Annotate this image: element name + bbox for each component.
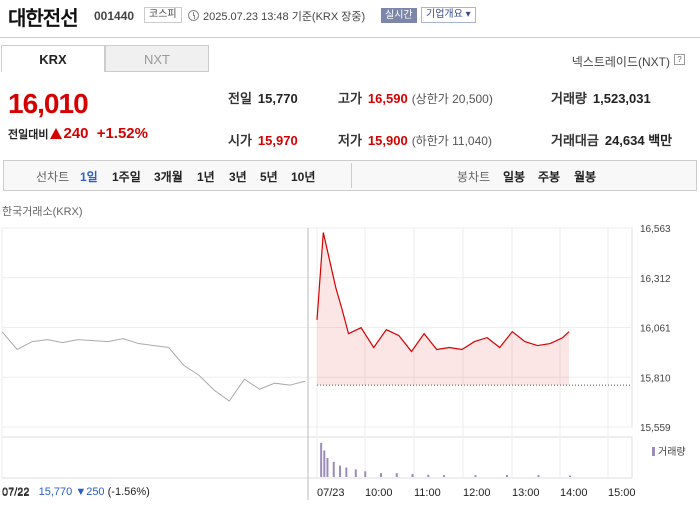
stock-header: 대한전선 001440 코스피 2025.07.23 13:48 기준(KRX … <box>0 0 700 30</box>
period-3m[interactable]: 3개월 <box>154 170 183 184</box>
volume-bar <box>354 469 357 477</box>
period-10y[interactable]: 10년 <box>291 170 316 184</box>
x-tick-label: 11:00 <box>414 487 441 499</box>
help-icon[interactable]: ? <box>674 54 685 65</box>
x-tick-label: 07/22 <box>2 487 30 499</box>
stat-prev-close: 전일 15,770 <box>228 88 298 107</box>
nextrade-label: 넥스트레이드(NXT) <box>571 55 670 69</box>
period-3y[interactable]: 3년 <box>229 170 247 184</box>
tab-krx[interactable]: KRX <box>1 45 105 72</box>
prev-close: 15,770 <box>38 486 73 498</box>
candle-monthly[interactable]: 월봉 <box>574 170 597 184</box>
volume-bar <box>339 465 342 477</box>
series-line-prev-day <box>1 331 306 402</box>
period-1d[interactable]: 1일 <box>80 170 98 184</box>
x-tick-label: 07/23 <box>317 487 345 499</box>
volume-bar <box>395 473 398 477</box>
volume-bar <box>506 475 508 477</box>
divider <box>0 37 700 38</box>
corp-info-dropdown[interactable]: 기업개요 ▾ <box>421 7 476 23</box>
volume-legend: 거래량 <box>652 443 686 458</box>
volume-bar <box>364 471 367 477</box>
stat-value: 16,590 <box>367 91 408 106</box>
volume-bar <box>323 450 326 477</box>
divider <box>351 163 352 188</box>
period-1y[interactable]: 1년 <box>197 170 215 184</box>
stat-label: 저가 <box>338 133 362 148</box>
stat-label: 시가 <box>228 133 252 148</box>
stat-volume: 거래량 1,523,031 <box>551 88 651 107</box>
y-tick-label: 16,563 <box>640 224 671 235</box>
stat-value: 15,770 <box>257 91 298 106</box>
series-area-today <box>317 232 569 386</box>
period-1w[interactable]: 1주일 <box>112 170 141 184</box>
change-value: 240 <box>63 125 89 142</box>
volume-bar <box>345 467 348 477</box>
up-arrow-icon <box>50 128 63 139</box>
change-label: 전일대비 <box>8 129 49 141</box>
stat-label: 전일 <box>228 91 252 106</box>
volume-bar <box>380 473 382 477</box>
volume-bar <box>332 461 335 477</box>
stat-label: 거래량 <box>551 91 587 106</box>
price-change: 전일대비 240 +1.52% <box>8 125 148 142</box>
stat-extra: (하한가 11,040) <box>411 134 492 148</box>
x-tick-label: 12:00 <box>463 487 491 499</box>
volume-bar <box>443 475 445 477</box>
stat-value: 24,634 백만 <box>604 133 673 148</box>
volume-bar <box>326 458 329 477</box>
chart-source: 한국거래소(KRX) <box>2 206 83 218</box>
candle-chart-label: 봉차트 <box>457 170 491 184</box>
stat-open: 시가 15,970 <box>228 130 298 149</box>
stock-code: 001440 <box>94 9 135 23</box>
period-bar: 선차트 1일 1주일 3개월 1년 3년 5년 10년 봉차트 일봉 주봉 월봉 <box>3 160 697 191</box>
stat-high: 고가 16,590 (상한가 20,500) <box>338 88 493 107</box>
candle-daily[interactable]: 일봉 <box>503 170 526 184</box>
stat-label: 거래대금 <box>551 133 599 148</box>
prev-date: 07/22 <box>2 486 30 498</box>
stat-value: 15,900 <box>367 133 408 148</box>
x-tick-label: 14:00 <box>560 487 588 499</box>
change-pct: +1.52% <box>96 125 148 142</box>
candle-weekly[interactable]: 주봉 <box>538 170 561 184</box>
stat-value: 15,970 <box>257 133 298 148</box>
current-price: 16,010 <box>8 88 89 119</box>
prev-change: ▼250 <box>75 486 105 498</box>
stat-value: 1,523,031 <box>592 91 651 106</box>
volume-bar <box>427 474 430 477</box>
base-time: 2025.07.23 13:48 기준(KRX 장중) <box>203 11 366 23</box>
period-5y[interactable]: 5년 <box>260 170 278 184</box>
prev-pct: (-1.56%) <box>107 486 150 498</box>
line-chart-label: 선차트 <box>36 170 70 184</box>
x-tick-label: 10:00 <box>365 487 393 499</box>
x-tick-label: 15:00 <box>608 487 636 499</box>
volume-bar <box>474 475 477 477</box>
prev-day-info: 07/22 15,770 ▼250 (-1.56%) <box>2 486 150 498</box>
stat-extra: (상한가 20,500) <box>411 92 493 106</box>
volume-bar <box>569 475 571 477</box>
series-line-today <box>316 232 570 353</box>
y-tick-label: 16,061 <box>640 324 671 335</box>
clock-icon <box>188 10 199 21</box>
x-tick-label: 13:00 <box>512 487 540 499</box>
realtime-button[interactable]: 실시간 <box>381 8 417 23</box>
y-tick-label: 15,559 <box>640 423 671 434</box>
tab-nxt[interactable]: NXT <box>105 45 209 72</box>
volume-bar <box>411 473 414 477</box>
volume-bar <box>320 442 323 477</box>
y-tick-label: 15,810 <box>640 373 671 384</box>
y-tick-label: 16,312 <box>640 274 671 285</box>
stat-amount: 거래대금 24,634 백만 <box>551 130 672 149</box>
stat-low: 저가 15,900 (하한가 11,040) <box>338 130 492 149</box>
stock-name: 대한전선 <box>8 8 79 30</box>
stat-label: 고가 <box>338 91 362 106</box>
volume-bar <box>537 475 540 477</box>
market-badge: 코스피 <box>144 7 182 23</box>
